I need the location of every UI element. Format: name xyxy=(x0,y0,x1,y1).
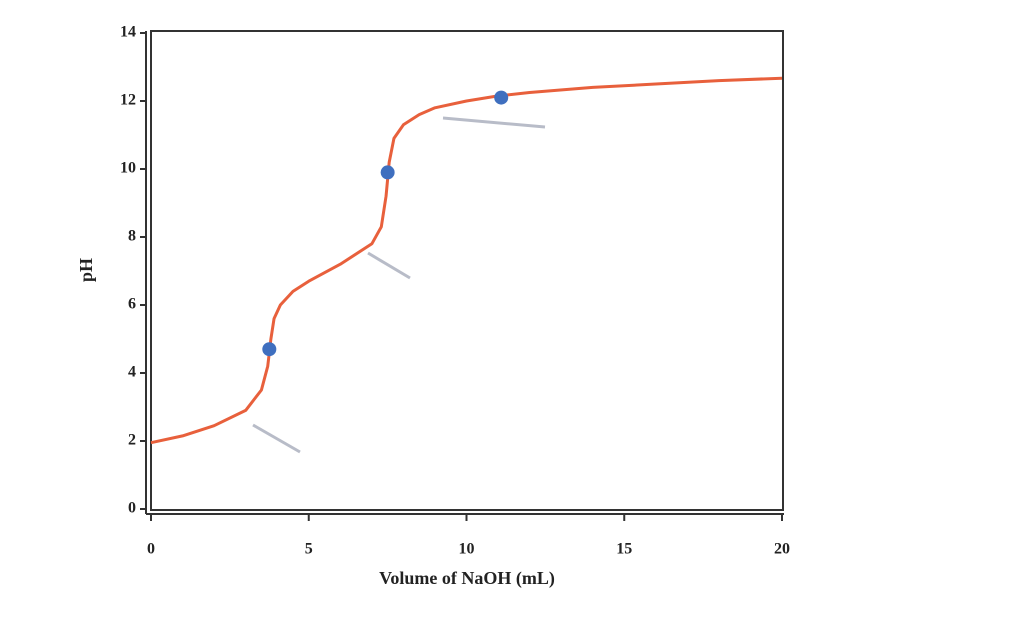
data-point xyxy=(262,342,277,357)
titration-curve xyxy=(150,76,783,445)
y-tick-label: 4 xyxy=(128,364,136,381)
annotation-pointer xyxy=(252,423,301,454)
y-axis-label: pH xyxy=(76,258,96,282)
x-tick-label: 15 xyxy=(616,541,632,558)
x-tick-label: 10 xyxy=(459,541,475,558)
data-point xyxy=(494,90,509,105)
y-tick-label: 6 xyxy=(128,296,136,313)
y-tick-label: 2 xyxy=(128,432,136,449)
y-tick-label: 8 xyxy=(128,228,136,245)
x-tick-label: 5 xyxy=(305,541,313,558)
plot-frame xyxy=(150,30,784,511)
y-tick-label: 0 xyxy=(128,500,136,517)
data-point xyxy=(380,165,395,180)
x-tick-label: 0 xyxy=(147,541,155,558)
x-tick-label: 20 xyxy=(774,541,790,558)
x-axis-label: Volume of NaOH (mL) xyxy=(379,568,555,589)
y-tick-label: 14 xyxy=(120,24,136,41)
y-tick-label: 10 xyxy=(120,160,136,177)
annotation-pointer xyxy=(442,116,546,129)
y-tick-label: 12 xyxy=(120,92,136,109)
annotation-pointer xyxy=(367,251,411,280)
